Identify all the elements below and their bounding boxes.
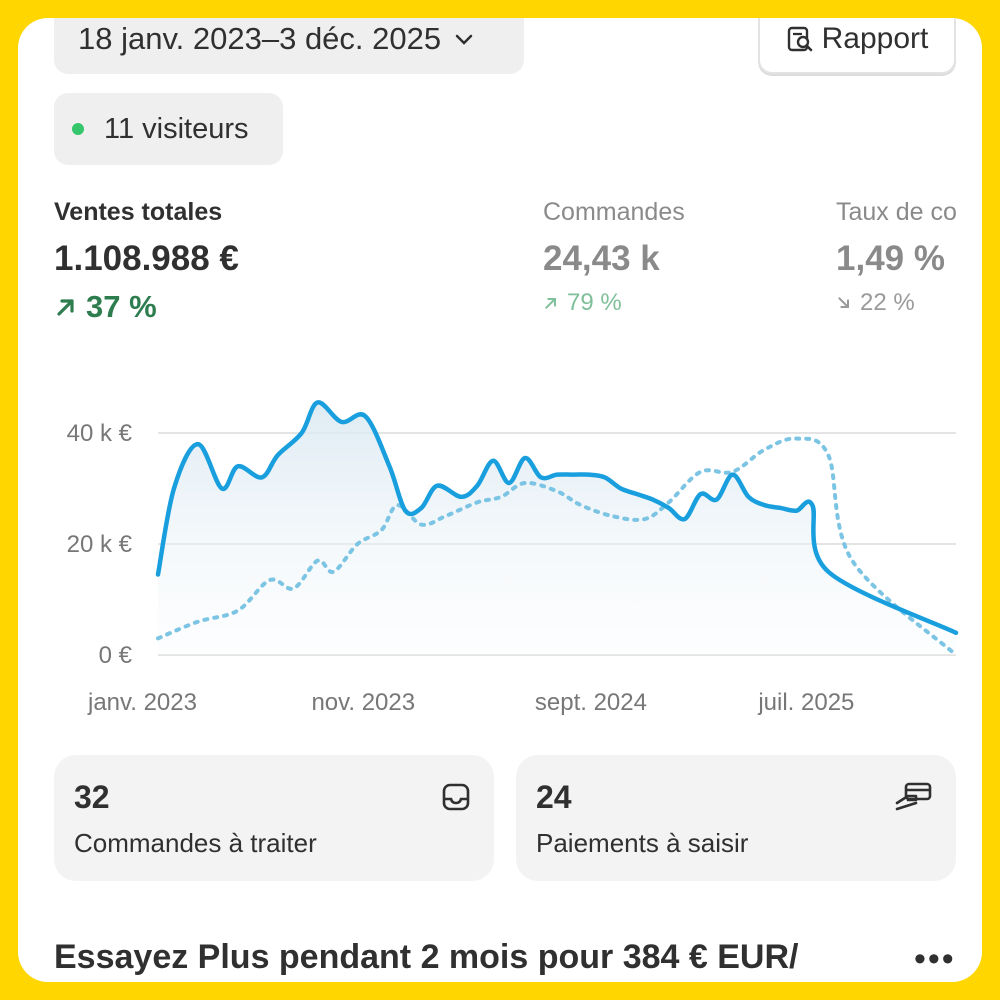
promo-title: Essayez Plus pendant 2 mois pour 384 € E… <box>54 938 799 976</box>
metric-trend-value: 79 % <box>567 289 622 316</box>
x-tick-label: juil. 2025 <box>757 689 854 716</box>
metric-trend-value: 37 % <box>86 289 157 324</box>
more-options-button[interactable]: ••• <box>914 940 956 978</box>
inbox-icon <box>442 783 470 811</box>
date-range-picker[interactable]: 18 janv. 2023–3 déc. 2025 <box>54 18 524 74</box>
card-label: Paiements à saisir <box>536 828 749 858</box>
metric-value: 1,49 % <box>836 239 945 278</box>
metric-label: Commandes <box>543 198 685 226</box>
metric-value: 24,43 k <box>543 239 660 278</box>
report-label: Rapport <box>821 22 929 55</box>
metric-trend: 37 % <box>54 289 239 325</box>
arrow-up-right-icon <box>57 299 74 316</box>
payments-to-capture-card[interactable]: 24 Paiements à saisir <box>516 755 956 881</box>
app-screen: 18 janv. 2023–3 déc. 2025 Rapport 11 vis… <box>18 18 982 982</box>
y-tick-label: 0 € <box>99 642 133 669</box>
sales-line-chart: 40 k € 20 k € 0 € janv. 2023 nov. 2023 sept. … <box>67 400 959 716</box>
card-count: 24 <box>536 779 572 815</box>
x-tick-label: nov. 2023 <box>311 689 415 716</box>
y-tick-label: 20 k € <box>67 531 133 558</box>
metric-trend: 79 % <box>543 289 685 317</box>
y-tick-label: 40 k € <box>67 420 133 447</box>
metric-trend-value: 22 % <box>860 289 915 316</box>
live-visitors-badge[interactable]: 11 visiteurs <box>54 93 283 165</box>
metric-label: Ventes totales <box>54 198 223 226</box>
orders-to-process-card[interactable]: 32 Commandes à traiter <box>54 755 494 881</box>
visitors-label: 11 visiteurs <box>104 112 249 145</box>
x-tick-label: janv. 2023 <box>87 689 197 716</box>
metric-label: Taux de co <box>836 198 957 226</box>
arrow-up-right-icon <box>545 298 556 309</box>
comparison-series-line <box>156 436 958 657</box>
metric-trend: 22 % <box>836 289 957 317</box>
chevron-down-icon <box>455 26 473 52</box>
payment-hand-icon <box>895 782 932 811</box>
report-search-icon <box>787 26 812 52</box>
series-area-fill <box>158 402 956 655</box>
live-dot-icon <box>72 123 84 135</box>
card-count: 32 <box>74 779 110 815</box>
card-label: Commandes à traiter <box>74 828 317 858</box>
metric-conversion-rate[interactable]: Taux de co 1,49 % 22 % <box>836 198 957 317</box>
arrow-down-right-icon <box>838 297 849 308</box>
metric-orders[interactable]: Commandes 24,43 k 79 % <box>543 198 685 317</box>
sales-series-line <box>155 400 959 636</box>
metric-total-sales[interactable]: Ventes totales 1.108.988 € 37 % <box>54 198 239 325</box>
metric-value: 1.108.988 € <box>54 239 239 278</box>
x-tick-label: sept. 2024 <box>535 689 647 716</box>
date-range-label: 18 janv. 2023–3 déc. 2025 <box>78 21 442 56</box>
report-button[interactable]: Rapport <box>758 18 956 74</box>
